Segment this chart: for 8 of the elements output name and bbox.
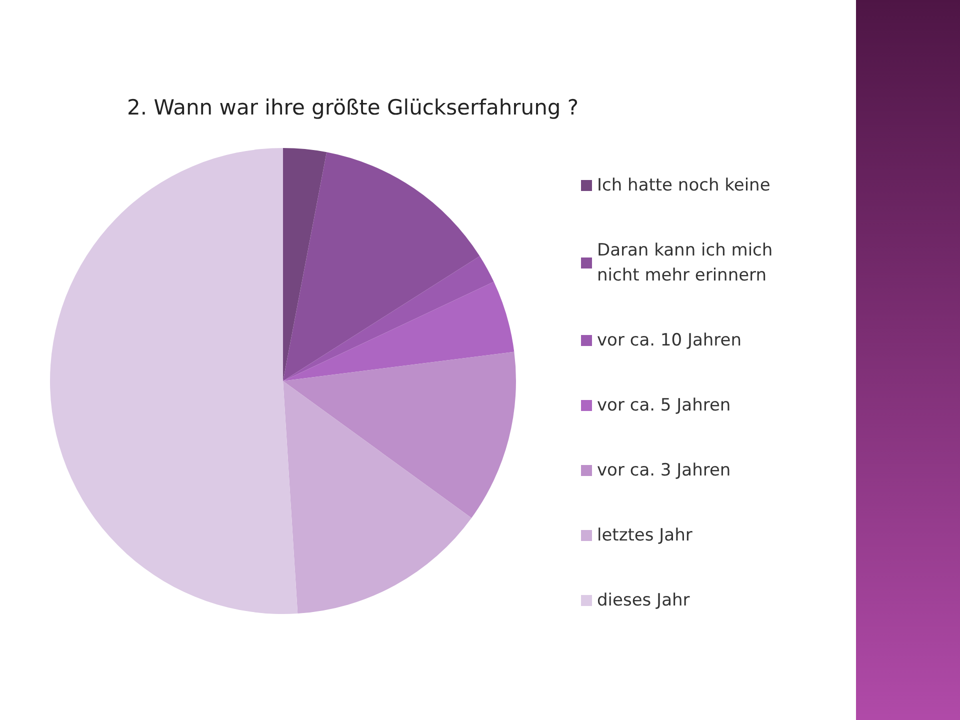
legend-label: vor ca. 5 Jahren	[597, 396, 731, 416]
legend-label: letztes Jahr	[597, 526, 692, 546]
legend-label: Daran kann ich mich nicht mehr erinnern	[597, 240, 778, 286]
chart-title: 2. Wann war ihre größte Glückserfahrung ?	[127, 96, 579, 120]
legend-label: Ich hatte noch keine	[597, 176, 770, 196]
legend-label: vor ca. 3 Jahren	[597, 460, 731, 480]
legend-label: dieses Jahr	[597, 590, 690, 610]
legend-label: vor ca. 10 Jahren	[597, 330, 742, 350]
